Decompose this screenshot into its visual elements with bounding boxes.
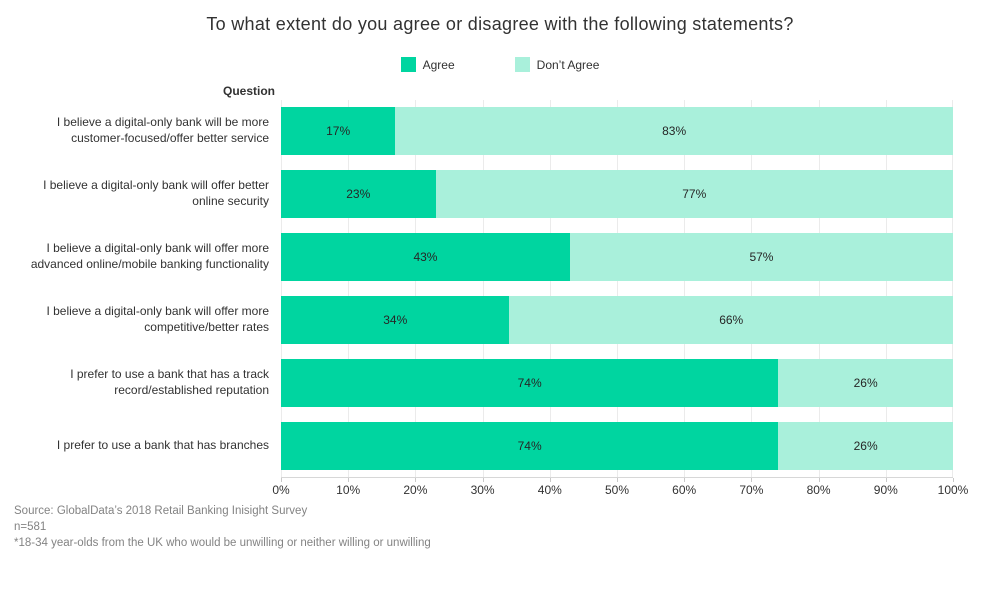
bar-row: 17% 83% [281,107,953,155]
bar-segment-agree[interactable]: 34% [281,296,510,344]
x-axis: 0% 10% 20% 30% 40% 50% 60% 70% 80% 90% 100% [272,477,968,497]
bar-segment-agree[interactable]: 74% [281,422,779,470]
x-tick [482,478,484,482]
x-tick-label: 0% [272,483,290,497]
bar-segment-agree[interactable]: 43% [281,233,570,281]
gridline [617,100,618,477]
legend-swatch-don-t-agree [514,57,530,72]
x-tick-label: 90% [873,483,898,497]
x-tick [281,478,282,482]
bar-value-label: 34% [383,313,408,327]
bar-value-label: 17% [326,124,351,138]
bar-segment-agree[interactable]: 74% [281,359,779,407]
gridline [751,100,753,477]
footer-source: Source: GlobalData’s 2018 Retail Banking… [14,505,308,517]
legend: Agree Don’t Agree [0,57,1000,72]
x-tick-label: 10% [336,483,361,497]
bar-row: 43% 57% [281,233,953,281]
x-tick-label: 40% [537,483,562,497]
legend-item-don-t-agree[interactable]: Don’t Agree [514,57,600,72]
x-tick [415,478,417,482]
bar-segment-don-t-agree[interactable]: 66% [509,296,953,344]
x-tick [751,478,753,482]
category-label: I believe a digital-only bank will offer… [30,241,269,271]
page-title: To what extent do you agree or disagree … [206,14,794,34]
footer-note: *18-34 year-olds from the UK who would b… [14,537,431,549]
x-tick-label: 50% [604,483,630,497]
bar-value-label: 66% [719,313,744,327]
gridline [348,100,350,477]
gridline [952,100,953,477]
bar-segment-don-t-agree[interactable]: 83% [395,107,953,155]
bar-value-label: 74% [517,439,542,453]
footer-sample-size: n=581 [14,521,47,533]
gridline [482,100,484,477]
bar-value-label: 77% [682,187,707,201]
bar-row: 34% 66% [281,296,953,344]
bar-value-label: 23% [346,187,371,201]
bar-segment-don-t-agree[interactable]: 77% [435,170,953,218]
x-tick [348,478,350,482]
bar-value-label: 26% [853,376,878,390]
legend-label-don-t-agree: Don’t Agree [536,57,600,72]
plot-area: 17% 83% 23% 77% 43% 57% 34% 66% 74% 26% 74% 26% [281,100,953,478]
x-tick-label: 100% [937,483,969,497]
legend-label-agree: Agree [422,57,455,72]
bar-row: 74% 26% [281,359,953,407]
legend-swatch-agree [400,57,416,72]
gridline [885,100,887,477]
bar-segment-don-t-agree[interactable]: 57% [569,233,953,281]
bar-segment-agree[interactable]: 23% [281,170,436,218]
gridline [415,100,417,477]
bar-segment-don-t-agree[interactable]: 26% [778,422,953,470]
gridline [684,100,686,477]
x-tick [885,478,887,482]
x-tick-label: 80% [806,483,831,497]
bar-segment-don-t-agree[interactable]: 26% [778,359,953,407]
x-tick [617,478,618,482]
category-labels: I believe a digital-only bank will be mo… [0,100,275,477]
row-header-question: Question [222,84,275,98]
footer: Source: GlobalData’s 2018 Retail Banking… [14,503,431,551]
x-tick [953,478,954,482]
bar-value-label: 74% [517,376,542,390]
x-tick [684,478,686,482]
x-tick-label: 60% [672,483,697,497]
bar-segment-agree[interactable]: 17% [281,107,396,155]
bar-value-label: 26% [853,439,878,453]
x-tick-label: 70% [739,483,764,497]
bar-row: 74% 26% [281,422,953,470]
x-tick-label: 30% [470,483,495,497]
category-label: I believe a digital-only bank will offer… [46,304,269,334]
x-tick-label: 20% [403,483,428,497]
category-label: I prefer to use a bank that has branches [56,438,269,453]
x-tick [549,478,551,482]
legend-item-agree[interactable]: Agree [400,57,455,72]
category-label: I believe a digital-only bank will be mo… [56,115,269,145]
bar-value-label: 83% [662,124,687,138]
x-tick [818,478,820,482]
category-label: I believe a digital-only bank will offer… [43,178,269,208]
category-label: I prefer to use a bank that has a track … [70,367,269,397]
gridline [281,100,282,477]
bar-value-label: 57% [749,250,774,264]
bar-row: 23% 77% [281,170,953,218]
gridline [818,100,820,477]
gridline [549,100,551,477]
bar-value-label: 43% [413,250,438,264]
